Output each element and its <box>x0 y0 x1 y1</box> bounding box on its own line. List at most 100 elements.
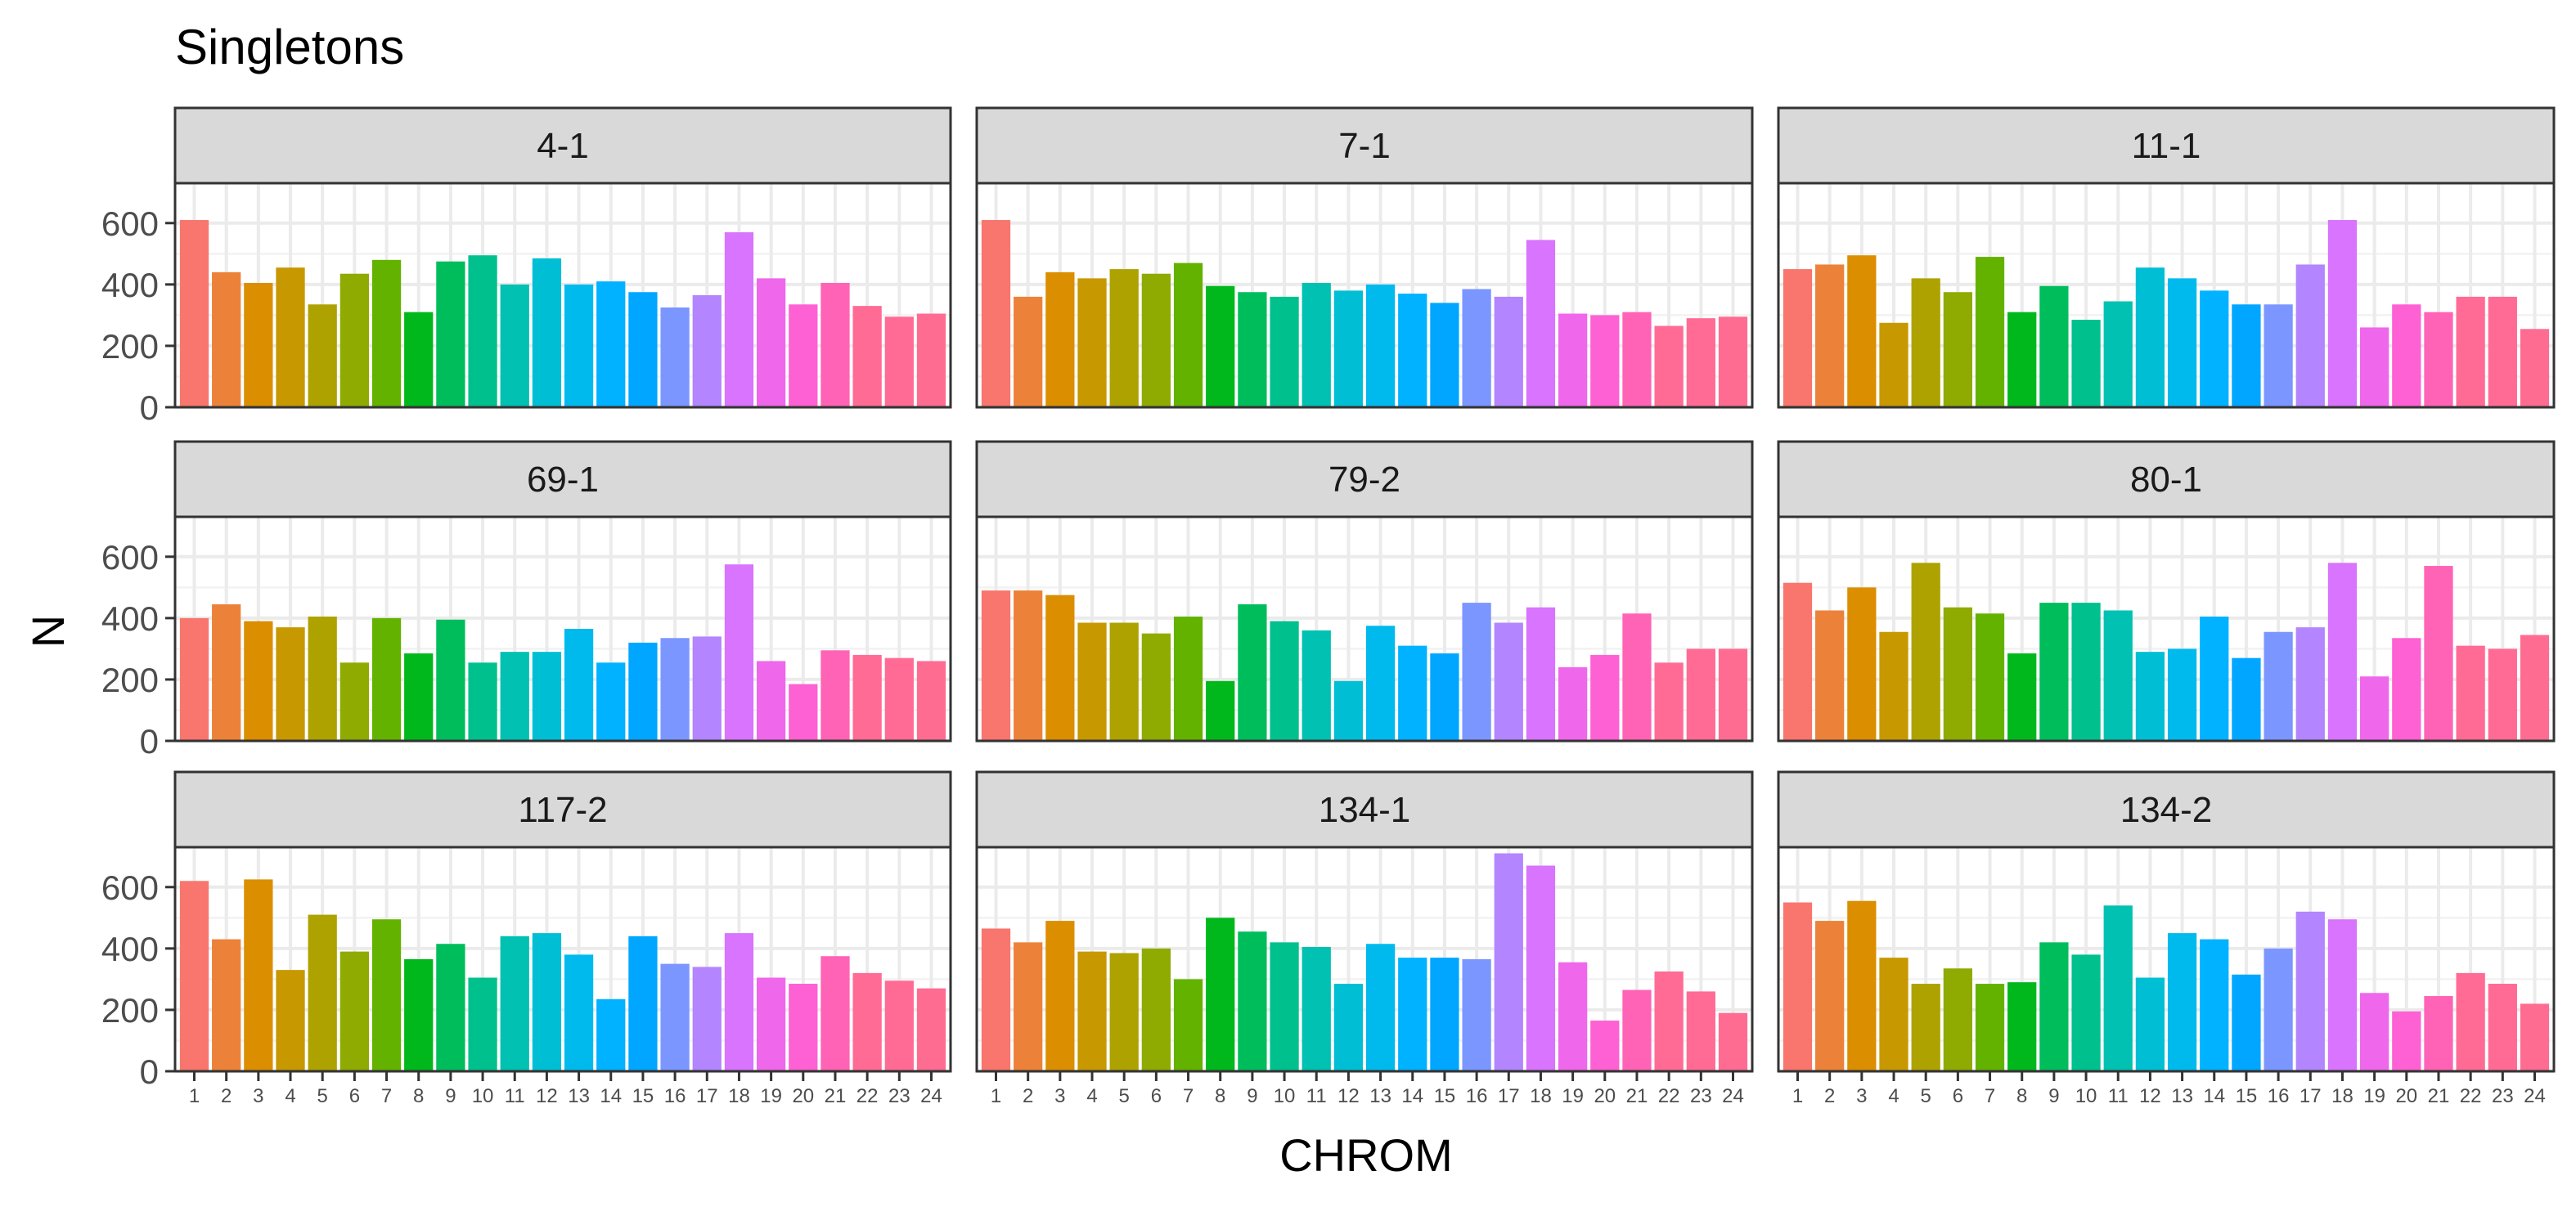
bar-69-1-chr10 <box>468 662 497 741</box>
x-tick-label: 6 <box>1953 1085 1963 1107</box>
bar-134-2-chr4 <box>1879 958 1908 1071</box>
x-tick-label: 11 <box>1306 1085 1327 1107</box>
bar-117-2-chr2 <box>212 939 241 1071</box>
x-tick-label: 12 <box>2139 1085 2161 1107</box>
bar-80-1-chr15 <box>2232 657 2261 741</box>
x-tick-label: 3 <box>253 1085 263 1107</box>
bar-80-1-chr2 <box>1815 610 1845 741</box>
bar-79-2-chr7 <box>1173 616 1203 741</box>
x-tick-label: 24 <box>1722 1085 1744 1107</box>
bar-80-1-chr5 <box>1911 563 1940 741</box>
facet-panel-79-2: 79-2 <box>975 440 1754 743</box>
facet-strip <box>173 106 952 185</box>
bar-134-1-chr24 <box>1718 1012 1748 1071</box>
panel-border <box>1777 846 2556 1073</box>
bar-7-1-chr13 <box>1365 284 1396 407</box>
bar-7-1-chr21 <box>1622 312 1652 407</box>
x-tick-label: 19 <box>1562 1085 1584 1107</box>
bar-80-1-chr22 <box>2456 645 2485 741</box>
bar-4-1-chr8 <box>404 312 434 407</box>
bar-69-1-chr15 <box>628 642 658 741</box>
bar-80-1-chr12 <box>2135 652 2165 741</box>
bar-117-2-chr5 <box>308 914 337 1071</box>
bar-79-2-chr19 <box>1558 666 1588 741</box>
x-tick-label: 4 <box>285 1085 295 1107</box>
bar-117-2-chr9 <box>436 944 465 1071</box>
bar-7-1-chr9 <box>1238 292 1267 407</box>
bar-4-1-chr9 <box>436 261 465 407</box>
x-tick-label: 10 <box>472 1085 494 1107</box>
bar-80-1-chr6 <box>1943 607 1972 741</box>
facet-strip-label: 80-1 <box>2130 460 2202 500</box>
bar-4-1-chr3 <box>244 282 273 407</box>
bar-79-2-chr5 <box>1109 622 1139 741</box>
bar-80-1-chr8 <box>2007 653 2037 741</box>
x-tick-label: 3 <box>1054 1085 1065 1107</box>
y-tick-label: 400 <box>101 930 159 968</box>
bar-11-1-chr4 <box>1879 322 1908 407</box>
x-tick-label: 23 <box>1690 1085 1712 1107</box>
x-tick-label: 14 <box>2203 1085 2225 1107</box>
y-tick-label: 600 <box>101 204 159 243</box>
bar-7-1-chr23 <box>1686 318 1715 407</box>
facet-strip-label: 117-2 <box>518 790 607 830</box>
x-tick-label: 11 <box>505 1085 525 1107</box>
bar-69-1-chr3 <box>244 621 273 741</box>
x-tick-label: 22 <box>856 1085 879 1107</box>
y-tick-label: 400 <box>101 599 159 638</box>
bar-11-1-chr22 <box>2456 296 2485 407</box>
bar-4-1-chr10 <box>468 255 497 407</box>
bar-117-2-chr11 <box>500 936 529 1071</box>
x-tick-label: 19 <box>2363 1085 2385 1107</box>
bar-4-1-chr4 <box>276 267 305 407</box>
bar-69-1-chr4 <box>276 627 305 741</box>
bar-7-1-chr8 <box>1206 285 1235 407</box>
bar-117-2-chr13 <box>564 954 594 1071</box>
bar-134-1-chr13 <box>1365 944 1396 1071</box>
x-tick-label: 9 <box>445 1085 456 1107</box>
bar-4-1-chr2 <box>212 271 241 407</box>
x-tick-label: 15 <box>2236 1085 2258 1107</box>
facet-strip-label: 69-1 <box>527 460 599 500</box>
x-tick-label: 10 <box>1274 1085 1296 1107</box>
bar-11-1-chr12 <box>2135 267 2165 407</box>
x-tick-label: 2 <box>221 1085 232 1107</box>
bar-11-1-chr5 <box>1911 278 1940 407</box>
bar-7-1-chr16 <box>1462 289 1491 407</box>
bar-7-1-chr11 <box>1301 282 1331 407</box>
bar-134-2-chr15 <box>2232 974 2261 1071</box>
bar-117-2-chr8 <box>404 959 434 1071</box>
bar-117-2-chr15 <box>628 936 658 1071</box>
bar-69-1-chr9 <box>436 619 465 741</box>
bar-7-1-chr3 <box>1045 271 1075 407</box>
bar-134-1-chr14 <box>1398 958 1427 1071</box>
bar-117-2-chr14 <box>596 998 626 1071</box>
bar-134-2-chr6 <box>1943 968 1972 1071</box>
panel-border <box>975 182 1754 409</box>
x-tick-label: 12 <box>1337 1085 1360 1107</box>
bar-7-1-chr6 <box>1141 273 1171 407</box>
bar-7-1-chr18 <box>1526 240 1556 407</box>
bar-117-2-chr23 <box>884 980 914 1071</box>
bar-79-2-chr11 <box>1301 630 1331 741</box>
bar-117-2-chr4 <box>276 970 305 1071</box>
y-tick-label: 600 <box>101 868 159 907</box>
bar-79-2-chr3 <box>1045 595 1075 741</box>
bar-80-1-chr16 <box>2264 631 2293 741</box>
x-tick-label: 15 <box>1434 1085 1456 1107</box>
bar-134-1-chr5 <box>1109 953 1139 1071</box>
x-tick-label: 10 <box>2075 1085 2097 1107</box>
facet-panel-80-1: 80-1 <box>1777 440 2556 743</box>
bar-79-2-chr20 <box>1590 654 1620 741</box>
x-tick-label: 13 <box>1369 1085 1391 1107</box>
bar-134-2-chr12 <box>2135 977 2165 1071</box>
x-tick-label: 21 <box>2428 1085 2450 1107</box>
bar-134-2-chr10 <box>2071 954 2101 1071</box>
bar-11-1-chr2 <box>1815 264 1845 407</box>
bar-134-1-chr9 <box>1238 931 1267 1071</box>
facet-panel-7-1: 7-1 <box>975 106 1754 409</box>
bar-69-1-chr5 <box>308 616 337 741</box>
bar-4-1-chr12 <box>532 258 562 407</box>
bar-79-2-chr1 <box>981 590 1011 741</box>
bar-7-1-chr10 <box>1270 296 1299 407</box>
